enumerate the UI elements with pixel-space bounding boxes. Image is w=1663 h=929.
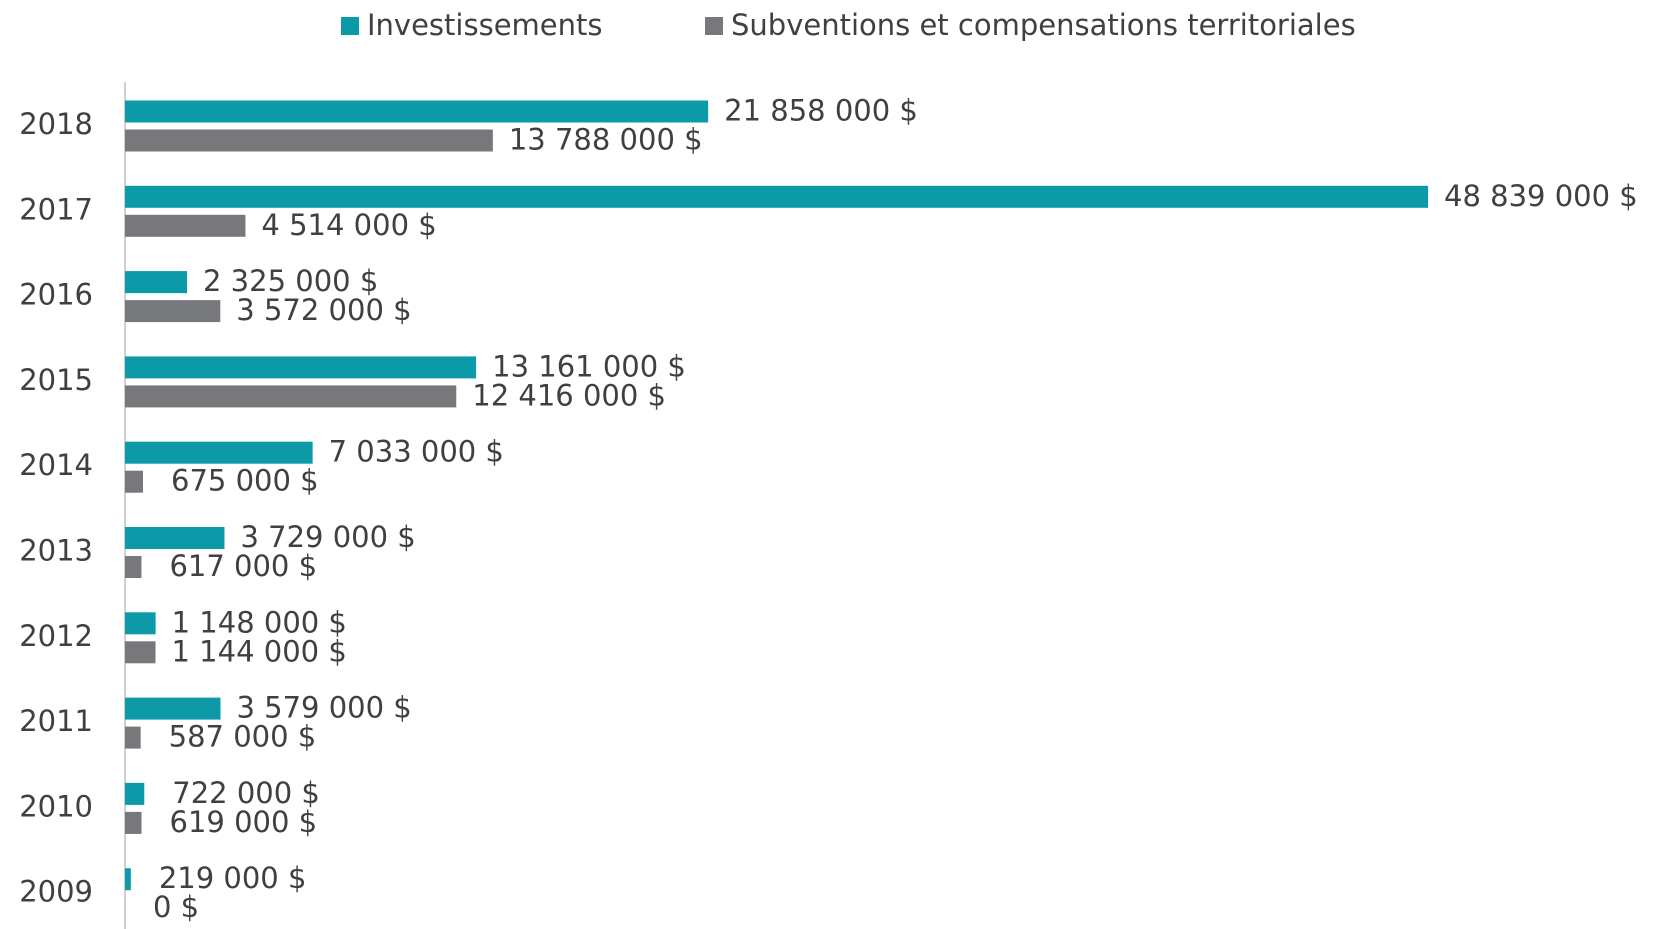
bar (125, 782, 145, 805)
y-tick-label: 2016 (19, 278, 93, 312)
y-tick-label: 2011 (19, 704, 93, 738)
value-label: 1 144 000 $ (172, 634, 347, 668)
value-label: 3 572 000 $ (236, 293, 411, 327)
value-label: 13 161 000 $ (492, 349, 686, 383)
value-label: 0 $ (153, 890, 199, 924)
value-label: 4 514 000 $ (261, 208, 436, 242)
value-label: 13 788 000 $ (509, 123, 703, 157)
y-tick-label: 2009 (19, 875, 93, 909)
value-label: 21 858 000 $ (724, 94, 918, 128)
y-tick-label: 2013 (19, 534, 93, 568)
bar (125, 612, 156, 635)
bar (125, 100, 709, 123)
y-tick-label: 2012 (19, 619, 93, 653)
bar (125, 697, 221, 720)
y-tick-label: 2010 (19, 789, 93, 823)
bar (125, 641, 156, 664)
legend-label: Investissements (367, 8, 602, 42)
bar (125, 300, 221, 323)
bar (125, 129, 493, 152)
bar (125, 356, 477, 379)
bar (125, 441, 313, 464)
legend-label: Subventions et compensations territorial… (731, 8, 1356, 42)
bar (125, 726, 141, 749)
bar (125, 214, 246, 237)
value-label: 675 000 $ (171, 464, 319, 498)
value-label: 587 000 $ (169, 720, 317, 754)
value-label: 1 148 000 $ (172, 605, 347, 639)
value-label: 3 579 000 $ (236, 691, 411, 725)
bar (125, 185, 1429, 208)
value-label: 219 000 $ (159, 861, 307, 895)
value-label: 619 000 $ (170, 805, 318, 839)
legend-swatch (341, 17, 359, 35)
legend-swatch (705, 17, 723, 35)
y-tick-label: 2018 (19, 107, 93, 141)
bar (125, 868, 131, 891)
value-label: 3 729 000 $ (240, 520, 415, 554)
value-label: 7 033 000 $ (329, 435, 504, 469)
y-tick-label: 2014 (19, 448, 93, 482)
value-label: 12 416 000 $ (472, 378, 666, 412)
y-tick-label: 2017 (19, 192, 93, 226)
bar (125, 556, 142, 578)
bar (125, 527, 225, 549)
bar (125, 470, 144, 493)
value-label: 617 000 $ (169, 549, 317, 583)
y-tick-label: 2015 (19, 363, 93, 397)
value-label: 2 325 000 $ (203, 264, 378, 298)
bar (125, 811, 142, 834)
bar (125, 385, 457, 408)
value-label: 48 839 000 $ (1444, 179, 1638, 213)
bar (125, 271, 188, 294)
value-label: 722 000 $ (172, 776, 320, 810)
